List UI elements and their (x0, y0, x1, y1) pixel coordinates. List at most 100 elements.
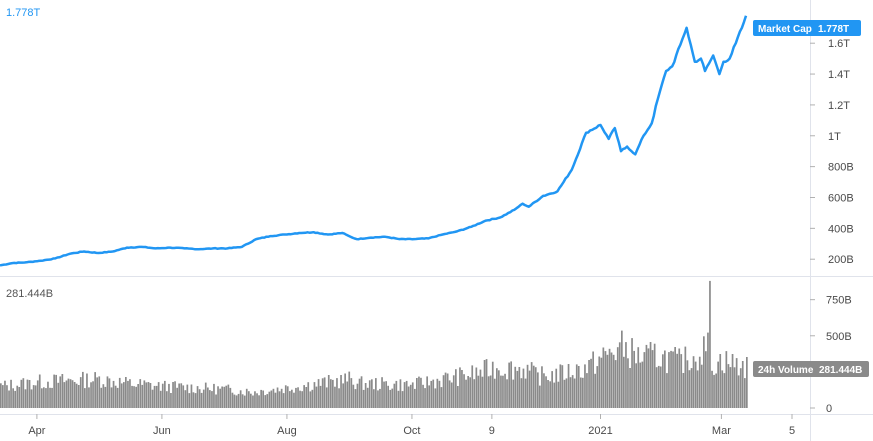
volume-bar (14, 390, 16, 408)
volume-bar (125, 377, 127, 408)
volume-bar (746, 357, 748, 408)
volume-bar (178, 383, 180, 408)
market-cap-last-value-badge: Market Cap 1.778T (753, 20, 861, 36)
volume-bar (545, 376, 547, 408)
volume-bar (319, 385, 322, 408)
volume-bar (264, 395, 267, 408)
volume-bar (465, 379, 467, 408)
volume-header-value: 281.444B (6, 288, 53, 300)
volume-bar (567, 364, 570, 408)
volume-bar (407, 386, 410, 408)
volume-bar (643, 352, 646, 408)
volume-bar (618, 342, 621, 408)
volume-bar (301, 391, 303, 408)
volume-bar (555, 368, 558, 408)
volume-bar (127, 380, 129, 408)
volume-bar (252, 395, 254, 408)
volume-bar (432, 379, 435, 408)
volume-bar (346, 381, 349, 408)
volume-bar (364, 383, 367, 408)
volume-bar (469, 377, 471, 408)
volume-bar (282, 393, 285, 408)
volume-bar (448, 380, 451, 408)
x-tick-label: Apr (28, 425, 45, 437)
volume-bar (235, 395, 238, 408)
volume-bar (629, 368, 631, 408)
volume-bar (266, 394, 269, 408)
volume-bar (75, 383, 78, 408)
volume-bar (223, 386, 226, 408)
volume-bar (57, 382, 60, 408)
volume-bar (32, 385, 35, 408)
volume-bar (73, 382, 76, 408)
volume-bar (153, 385, 156, 408)
volume-bar (24, 389, 27, 408)
volume-bar (534, 367, 537, 408)
volume-bar (393, 383, 396, 408)
volume-bar (532, 365, 535, 408)
volume-bar (16, 385, 19, 408)
volume-bar (348, 371, 351, 408)
volume-bar (596, 366, 599, 408)
volume-bar (371, 379, 373, 408)
volume-bar (500, 375, 502, 408)
x-tick-label: 2021 (588, 425, 612, 437)
volume-bar (475, 367, 478, 408)
volume-bar (186, 384, 189, 408)
volume-bar (184, 390, 187, 408)
market-cap-line (0, 15, 748, 267)
volume-bar (450, 382, 453, 408)
volume-bar (678, 348, 681, 408)
volume-bar (623, 356, 625, 408)
volume-bar (690, 368, 693, 408)
volume-bar (526, 364, 529, 408)
volume-bar (524, 378, 527, 408)
x-tick-label: 9 (489, 425, 495, 437)
volume-bar (182, 385, 185, 408)
y-tick-label: 600B (828, 192, 854, 204)
volume-bar (164, 380, 166, 408)
volume-bar (139, 379, 142, 408)
volume-bar (602, 347, 605, 408)
volume-bar (403, 382, 406, 408)
volume-bar (202, 389, 205, 408)
volume-bar (395, 380, 398, 408)
volume-bar (362, 389, 365, 408)
volume-bar (18, 387, 21, 408)
volume-bar (487, 376, 490, 408)
volume-bar (22, 378, 25, 408)
volume-bar (452, 375, 455, 408)
volume-bar (444, 372, 447, 408)
volume-bar (330, 379, 332, 408)
volume-bar (459, 367, 461, 408)
volume-bar (286, 386, 289, 408)
volume-bar (311, 389, 314, 408)
volume-bar (289, 391, 291, 408)
y-tick-label: 0 (826, 403, 832, 415)
volume-bar (520, 378, 523, 408)
x-tick-label: Oct (403, 425, 420, 437)
volume-bar (373, 389, 375, 408)
volume-bar (563, 379, 566, 408)
volume-last-value-badge: 24h Volume 281.444B (753, 361, 869, 377)
x-tick-label: Mar (712, 425, 731, 437)
volume-bar (682, 373, 685, 408)
volume-bar (10, 379, 12, 408)
volume-bar (539, 385, 541, 408)
volume-bar (59, 376, 62, 408)
volume-bar (586, 373, 588, 408)
volume-bar (680, 354, 683, 408)
volume-bar (213, 383, 215, 408)
volume-bar (102, 384, 105, 408)
volume-bar (530, 362, 533, 408)
volume-bar (504, 373, 506, 408)
volume-bar (131, 385, 133, 408)
volume-bar (258, 395, 260, 408)
volume-bar (170, 393, 172, 408)
volume-bar (340, 375, 342, 408)
volume-bar (250, 393, 252, 408)
volume-bar (280, 388, 283, 408)
volume-bar (260, 389, 262, 408)
volume-bar (551, 371, 553, 408)
volume-bar (391, 388, 394, 408)
